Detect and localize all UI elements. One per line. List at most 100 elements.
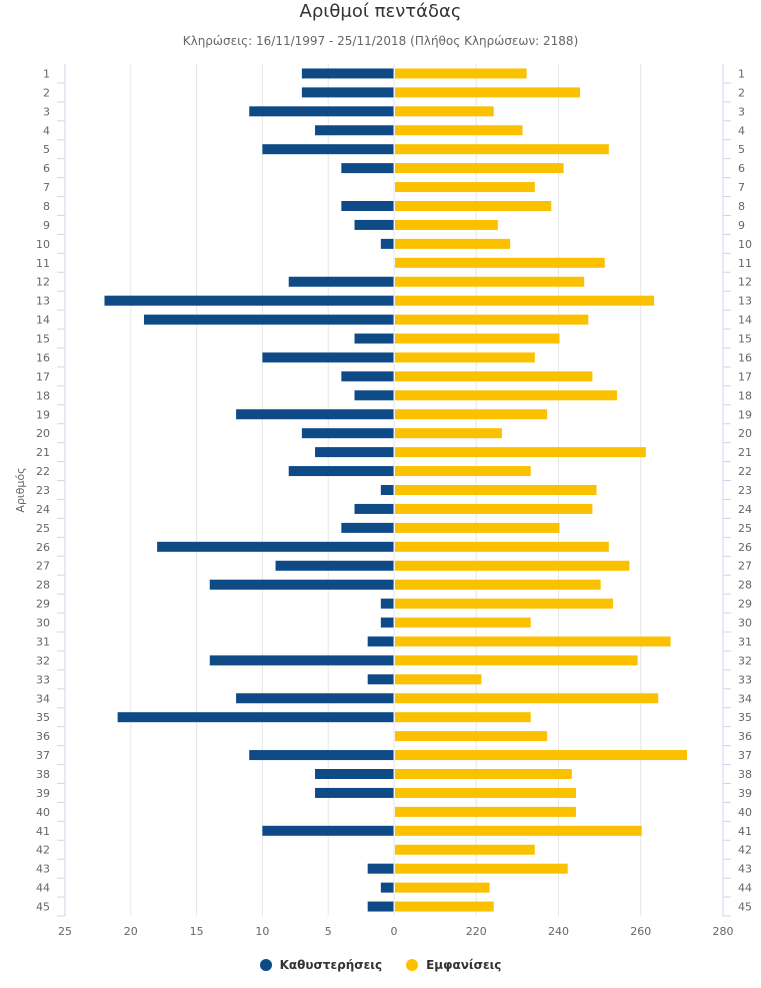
y-tick-label-left: 29 xyxy=(36,598,50,611)
y-tick-label-left: 1 xyxy=(43,67,50,80)
y-tick-label-right: 1 xyxy=(738,67,745,80)
y-tick-label-right: 40 xyxy=(738,806,752,819)
y-tick-label-left: 28 xyxy=(36,579,50,592)
y-tick-label-left: 18 xyxy=(36,389,50,402)
x-tick-label: 0 xyxy=(391,925,398,938)
y-tick-label-left: 45 xyxy=(36,901,50,914)
bar-appearance-16 xyxy=(395,352,535,363)
y-tick-label-left: 38 xyxy=(36,768,50,781)
y-tick-label-left: 4 xyxy=(43,124,50,137)
y-tick-label-left: 19 xyxy=(36,408,50,421)
y-tick-label-right: 41 xyxy=(738,825,752,838)
bar-appearance-38 xyxy=(395,769,572,779)
bar-appearance-42 xyxy=(395,844,535,855)
y-tick-label-left: 7 xyxy=(43,181,50,194)
bar-delay-20 xyxy=(301,428,394,439)
legend-marker-delays xyxy=(259,959,272,971)
bar-delay-6 xyxy=(341,163,394,174)
y-tick-label-right: 26 xyxy=(738,541,752,554)
y-tick-label-right: 13 xyxy=(738,295,752,308)
y-tick-label-right: 5 xyxy=(738,143,745,156)
y-tick-label-left: 8 xyxy=(43,200,50,213)
x-tick-label: 20 xyxy=(124,925,138,938)
bar-appearance-15 xyxy=(395,333,560,344)
x-tick-label: 15 xyxy=(190,925,204,938)
bar-delay-34 xyxy=(236,693,394,704)
y-tick-label-left: 20 xyxy=(36,427,50,440)
y-tick-label-left: 35 xyxy=(36,711,50,724)
bar-delay-44 xyxy=(380,882,394,893)
bar-delay-1 xyxy=(301,68,394,79)
legend-item-appearances[interactable]: Εμφανίσεις xyxy=(406,958,501,972)
bar-appearance-9 xyxy=(395,219,498,230)
y-tick-label-left: 10 xyxy=(36,238,50,251)
bar-delay-24 xyxy=(354,503,394,514)
x-tick-label: 260 xyxy=(630,925,651,938)
bar-appearance-8 xyxy=(395,201,552,211)
bar-appearance-7 xyxy=(395,182,535,193)
bar-appearance-22 xyxy=(395,466,531,477)
x-tick-label: 10 xyxy=(255,925,269,938)
bar-appearance-10 xyxy=(395,238,511,249)
bar-delay-30 xyxy=(380,617,394,628)
y-tick-label-right: 27 xyxy=(738,560,752,573)
y-tick-label-right: 35 xyxy=(738,711,752,724)
y-tick-label-right: 36 xyxy=(738,730,752,743)
y-tick-label-right: 24 xyxy=(738,503,752,516)
bar-appearance-14 xyxy=(395,314,589,325)
y-tick-label-left: 2 xyxy=(43,86,50,99)
y-tick-label-left: 39 xyxy=(36,787,50,800)
y-tick-label-right: 14 xyxy=(738,314,752,327)
y-tick-label-right: 37 xyxy=(738,749,752,762)
bar-delay-14 xyxy=(143,314,394,325)
bar-appearance-39 xyxy=(395,787,576,798)
bar-delay-33 xyxy=(367,674,394,685)
y-tick-label-right: 39 xyxy=(738,787,752,800)
bar-appearance-11 xyxy=(395,257,605,268)
bar-delay-19 xyxy=(236,409,394,420)
bar-delay-32 xyxy=(209,655,394,666)
bar-appearance-31 xyxy=(395,636,671,647)
legend-label-appearances: Εμφανίσεις xyxy=(426,958,502,972)
bar-appearance-33 xyxy=(395,674,482,685)
bar-delay-23 xyxy=(380,485,394,495)
bar-delay-39 xyxy=(315,787,394,798)
bar-delay-35 xyxy=(117,712,394,723)
y-tick-label-right: 33 xyxy=(738,673,752,686)
legend-item-delays[interactable]: Καθυστερήσεις xyxy=(259,958,382,972)
y-tick-label-left: 9 xyxy=(43,219,50,232)
y-tick-label-right: 10 xyxy=(738,238,752,251)
bar-delay-43 xyxy=(367,863,394,874)
bar-appearance-20 xyxy=(395,428,502,439)
chart-title: Αριθμοί πεντάδας xyxy=(299,1,462,22)
bar-delay-28 xyxy=(209,579,394,590)
y-tick-label-left: 32 xyxy=(36,654,50,667)
bar-appearance-17 xyxy=(395,371,593,382)
bar-appearance-23 xyxy=(395,485,597,495)
bar-delay-13 xyxy=(104,295,394,306)
y-tick-label-right: 8 xyxy=(738,200,745,213)
y-tick-label-right: 28 xyxy=(738,579,752,592)
bar-delay-26 xyxy=(157,541,394,552)
bar-delay-3 xyxy=(249,106,394,117)
y-tick-label-left: 5 xyxy=(43,143,50,156)
y-tick-label-right: 21 xyxy=(738,446,752,459)
bar-appearance-12 xyxy=(395,276,585,287)
x-tick-label: 280 xyxy=(713,925,734,938)
bar-appearance-32 xyxy=(395,655,638,666)
y-tick-label-right: 20 xyxy=(738,427,752,440)
y-tick-label-right: 32 xyxy=(738,654,752,667)
y-tick-label-left: 31 xyxy=(36,635,50,648)
bar-delay-37 xyxy=(249,750,394,761)
y-tick-label-right: 38 xyxy=(738,768,752,781)
x-tick-label: 240 xyxy=(548,925,569,938)
y-tick-label-left: 34 xyxy=(36,692,50,705)
bar-appearance-27 xyxy=(395,560,630,571)
bar-appearance-36 xyxy=(395,731,548,742)
y-tick-label-left: 27 xyxy=(36,560,50,573)
y-tick-label-right: 31 xyxy=(738,635,752,648)
y-tick-label-right: 19 xyxy=(738,408,752,421)
y-tick-label-right: 43 xyxy=(738,863,752,876)
y-tick-label-right: 2 xyxy=(738,86,745,99)
y-tick-label-left: 40 xyxy=(36,806,50,819)
